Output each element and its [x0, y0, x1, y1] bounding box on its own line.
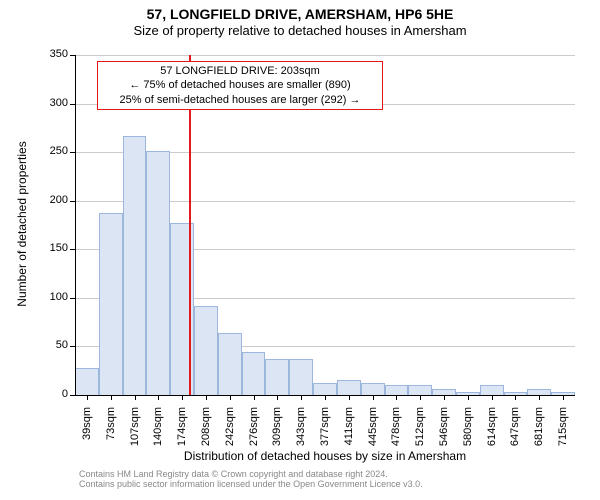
y-tick-label: 50 [30, 339, 68, 351]
grid-line [75, 55, 575, 56]
histogram-bar [385, 385, 409, 395]
histogram-bar [480, 385, 504, 395]
y-tick-label: 150 [30, 242, 68, 254]
histogram-bar [361, 383, 385, 395]
y-tick-label: 100 [30, 291, 68, 303]
x-axis-line [75, 395, 575, 396]
histogram-bar [194, 306, 218, 395]
footer: Contains HM Land Registry data © Crown c… [79, 469, 423, 489]
chart-container: 57, LONGFIELD DRIVE, AMERSHAM, HP6 5HE S… [0, 0, 600, 500]
chart-subtitle: Size of property relative to detached ho… [0, 22, 600, 38]
y-axis-line [75, 55, 76, 395]
histogram-bar [242, 352, 266, 395]
plot-area: 05010015020025030035039sqm73sqm107sqm140… [75, 55, 575, 395]
histogram-bar [99, 213, 123, 395]
histogram-bar [75, 368, 99, 395]
annotation-line: 57 LONGFIELD DRIVE: 203sqm [102, 64, 378, 78]
footer-line-1: Contains HM Land Registry data © Crown c… [79, 469, 423, 479]
chart-title: 57, LONGFIELD DRIVE, AMERSHAM, HP6 5HE [0, 0, 600, 22]
histogram-bar [408, 385, 432, 395]
histogram-bar [289, 359, 313, 395]
histogram-bar [123, 136, 147, 395]
histogram-bar [265, 359, 289, 395]
footer-line-2: Contains public sector information licen… [79, 479, 423, 489]
y-tick-label: 250 [30, 145, 68, 157]
y-tick-label: 350 [30, 48, 68, 60]
y-tick-label: 200 [30, 194, 68, 206]
histogram-bar [146, 151, 170, 395]
y-tick-label: 0 [30, 388, 68, 400]
histogram-bar [218, 333, 242, 395]
histogram-bar [337, 380, 361, 395]
y-axis-title: Number of detached properties [15, 124, 29, 324]
annotation-line: 25% of semi-detached houses are larger (… [102, 93, 378, 107]
histogram-bar [313, 383, 337, 395]
x-axis-title: Distribution of detached houses by size … [75, 449, 575, 463]
y-tick-label: 300 [30, 97, 68, 109]
annotation-line: ← 75% of detached houses are smaller (89… [102, 78, 378, 92]
annotation-box: 57 LONGFIELD DRIVE: 203sqm← 75% of detac… [97, 61, 383, 110]
